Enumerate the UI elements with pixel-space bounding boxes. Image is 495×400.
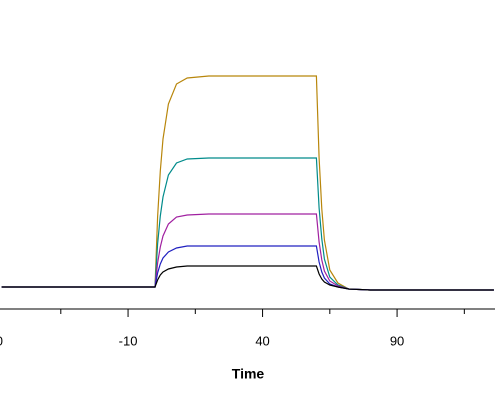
x-tick-label: -10 [119, 333, 138, 348]
sensorgram-line [1, 265, 494, 291]
sensorgram-line [1, 245, 494, 291]
x-axis-label: Time [232, 366, 265, 382]
sensorgram-line [1, 75, 494, 291]
x-tick-label: -60 [0, 333, 3, 348]
x-tick-label: 40 [255, 333, 269, 348]
sensorgram-line [1, 213, 494, 291]
x-tick-label: 90 [390, 333, 404, 348]
sensorgram-line [1, 157, 494, 291]
